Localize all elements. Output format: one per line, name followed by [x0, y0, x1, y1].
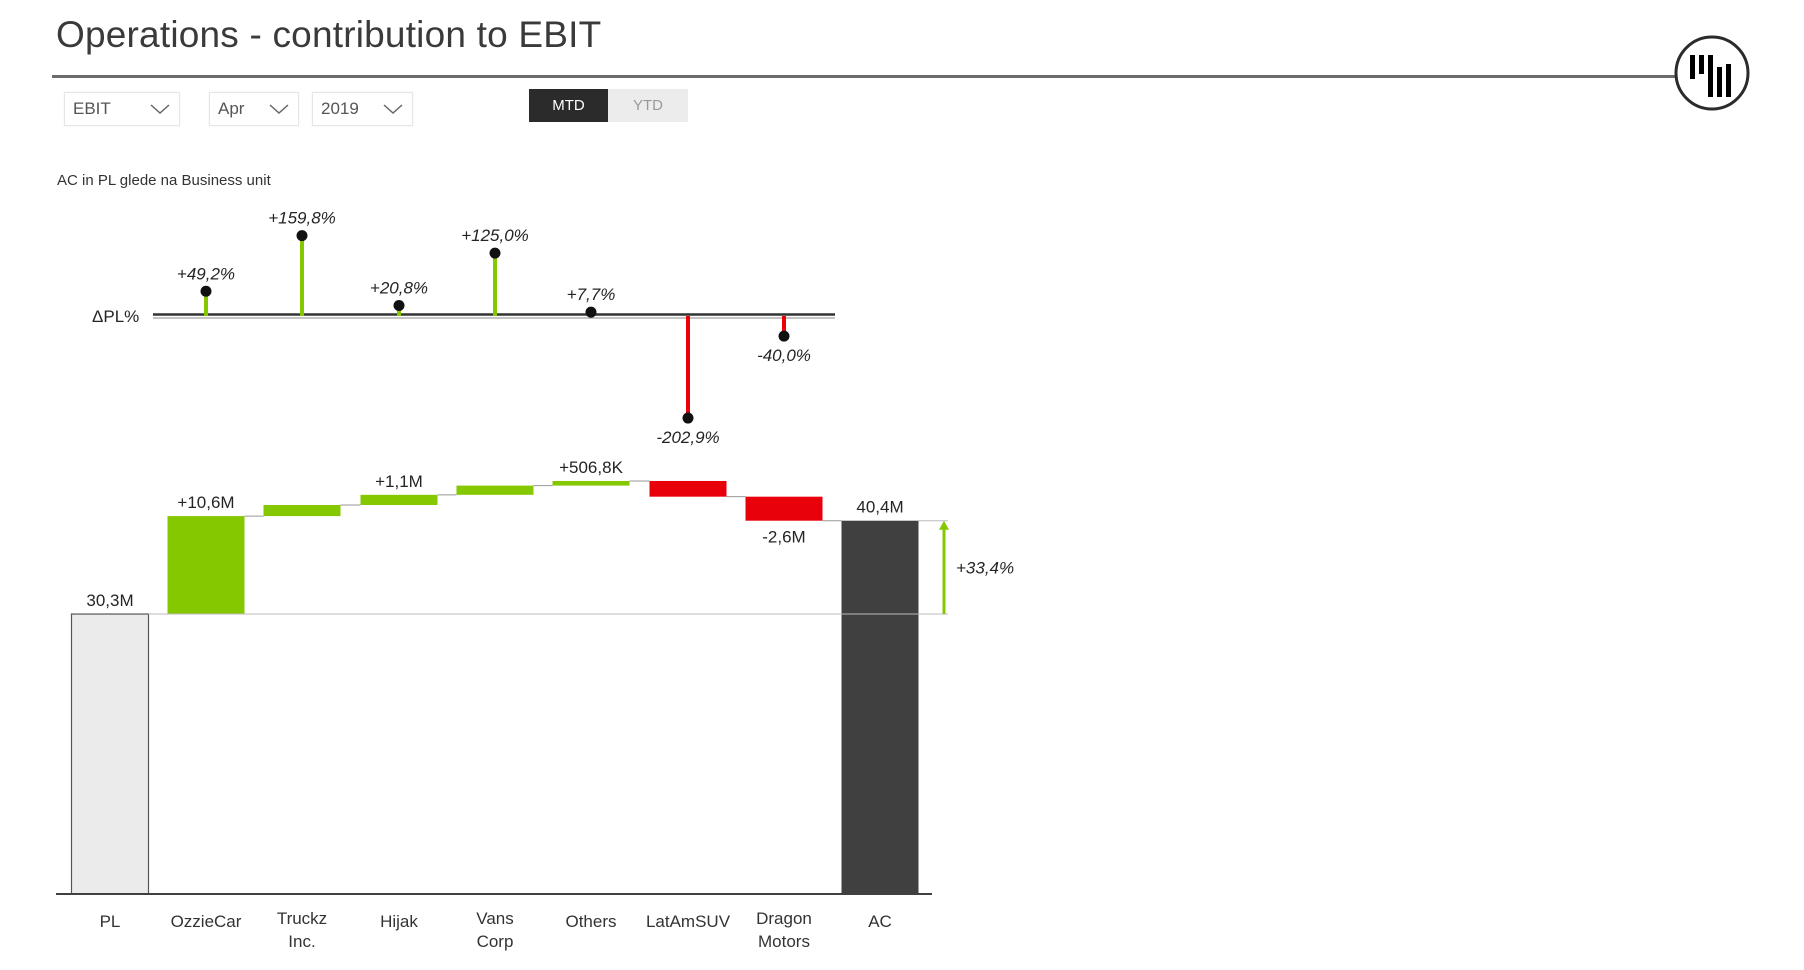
variance-percent-label: +33,4% — [956, 558, 1014, 577]
month-dropdown[interactable]: Apr — [209, 92, 299, 126]
waterfall-delta-bar — [167, 516, 245, 615]
x-axis-category-label: AC — [868, 912, 892, 931]
x-axis-category-label: Motors — [758, 932, 810, 951]
period-toggle: MTD YTD — [529, 89, 688, 122]
lollipop-dot — [585, 306, 597, 318]
lollipop-value-label: +49,2% — [177, 264, 235, 283]
lollipop-value-label: +125,0% — [461, 226, 529, 245]
x-axis-category-label: Vans — [476, 909, 514, 928]
waterfall-delta-bar — [456, 485, 534, 495]
waterfall-delta-bar — [552, 480, 630, 486]
lollipop-dot — [393, 300, 405, 312]
measure-dropdown-value: EBIT — [73, 99, 111, 118]
x-axis-category-label: Hijak — [380, 912, 418, 931]
chevron-down-icon — [383, 104, 403, 115]
x-axis-category-label: Dragon — [756, 909, 812, 928]
waterfall-value-label: +10,6M — [177, 493, 234, 512]
year-dropdown[interactable]: 2019 — [312, 92, 413, 126]
lollipop-dot — [296, 230, 308, 242]
ytd-button[interactable]: YTD — [608, 89, 688, 122]
waterfall-value-label: +506,8K — [559, 458, 623, 477]
x-axis-category-label: OzzieCar — [171, 912, 242, 931]
ac-total-bar — [841, 520, 919, 894]
waterfall-delta-bar — [649, 480, 727, 497]
x-axis-category-label: Corp — [477, 932, 514, 951]
chart-subtitle: AC in PL glede na Business unit — [57, 172, 271, 189]
header-divider — [52, 75, 1676, 78]
waterfall-value-label: 40,4M — [856, 498, 903, 517]
month-dropdown-value: Apr — [218, 99, 245, 118]
year-dropdown-value: 2019 — [321, 99, 359, 118]
delta-pl-axis-label: ΔPL% — [92, 307, 139, 326]
measure-dropdown[interactable]: EBIT — [64, 92, 180, 126]
pl-total-bar — [70, 613, 150, 895]
chevron-down-icon — [269, 104, 289, 115]
lollipop-value-label: +159,8% — [268, 209, 336, 228]
lollipop-dot — [778, 330, 790, 342]
variance-arrow-head-icon — [939, 520, 949, 530]
brand-logo-icon — [1674, 35, 1750, 111]
x-axis-category-label: Inc. — [288, 932, 315, 951]
x-axis-category-label: Truckz — [277, 909, 327, 928]
waterfall-value-label: -2,6M — [762, 528, 805, 547]
lollipop-value-label: +20,8% — [370, 279, 428, 298]
lollipop-value-label: -202,9% — [656, 428, 719, 447]
x-axis-category-label: LatAmSUV — [646, 912, 731, 931]
waterfall-delta-bar — [745, 496, 823, 521]
mtd-button[interactable]: MTD — [529, 89, 608, 122]
lollipop-value-label: +7,7% — [567, 285, 616, 304]
waterfall-value-label: +1,1M — [375, 472, 423, 491]
lollipop-dot — [489, 247, 501, 259]
x-axis-category-label: PL — [100, 912, 121, 931]
waterfall-value-label: 30,3M — [86, 591, 133, 610]
x-axis-category-label: Others — [565, 912, 616, 931]
waterfall-delta-bar — [263, 504, 341, 517]
lollipop-value-label: -40,0% — [757, 346, 811, 365]
chevron-down-icon — [150, 104, 170, 115]
lollipop-dot — [682, 412, 694, 424]
page-title: Operations - contribution to EBIT — [56, 14, 602, 55]
lollipop-dot — [200, 285, 212, 297]
waterfall-delta-bar — [360, 494, 438, 505]
